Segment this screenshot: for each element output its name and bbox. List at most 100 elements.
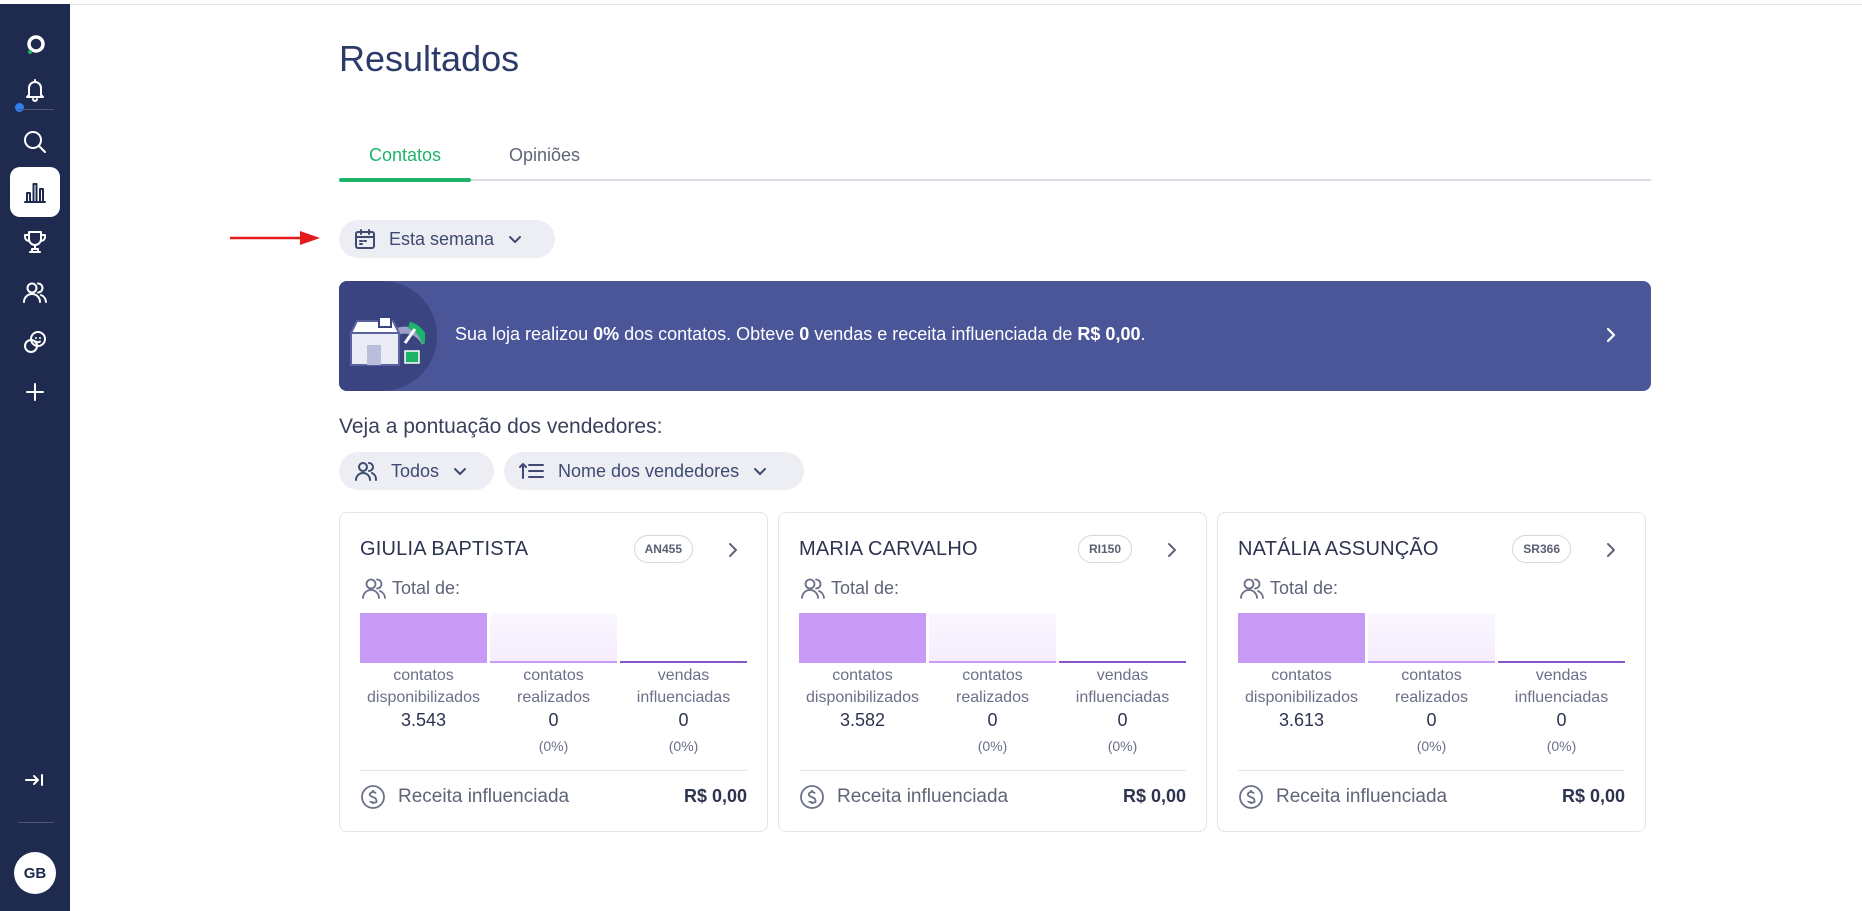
revenue-label: Receita influenciada: [1238, 784, 1447, 810]
seller-name: MARIA CARVALHO: [799, 538, 978, 560]
group-filter-label: Todos: [391, 460, 440, 481]
chevron-right-icon[interactable]: [1601, 324, 1621, 346]
plus-icon[interactable]: [10, 367, 60, 417]
metric-label: contatos realizados: [956, 667, 1029, 706]
seller-code-badge: SR366: [1512, 535, 1571, 563]
users-icon: [355, 462, 377, 481]
metric-value: 3.543: [400, 710, 447, 730]
users-icon: [801, 578, 825, 599]
search-icon[interactable]: [10, 117, 60, 167]
trophy-icon[interactable]: [10, 217, 60, 267]
period-filter[interactable]: Esta semana: [339, 220, 555, 258]
metric-value: 0: [548, 710, 559, 730]
metric-value: 0: [1556, 710, 1567, 730]
revenue-label: Receita influenciada: [799, 784, 1008, 810]
metric-label: contatos disponibilizados: [367, 667, 480, 706]
revenue-value: R$ 0,00: [683, 786, 747, 806]
page-title: Resultados: [339, 38, 520, 79]
metric-bar: [1059, 661, 1186, 663]
total-label: Total de:: [799, 576, 899, 600]
metric-percent: (0%): [977, 738, 1008, 754]
seller-code-badge: AN455: [633, 535, 693, 563]
metric-label: vendas influenciadas: [1075, 667, 1170, 706]
metric-percent: (0%): [1416, 738, 1447, 754]
period-filter-label: Esta semana: [389, 228, 495, 249]
tab-contatos[interactable]: Contatos: [339, 145, 472, 182]
logo-icon[interactable]: [10, 20, 60, 70]
seller-card[interactable]: GIULIA BAPTISTA AN455 Total de: contatos…: [339, 512, 768, 832]
metric-value: 0: [1117, 710, 1128, 730]
metric-bar: [1368, 613, 1495, 663]
revenue-label-text: Receita influenciada: [398, 786, 570, 807]
notification-dot: [15, 103, 24, 112]
summary-banner[interactable]: Sua loja realizou 0% dos contatos. Obtev…: [339, 281, 1651, 391]
total-label-text: Total de:: [392, 577, 461, 598]
tab-bar: Contatos Opiniões: [339, 135, 1651, 182]
sort-filter-label: Nome dos vendedores: [558, 460, 740, 481]
metric-value: 0: [1426, 710, 1437, 730]
sidebar-divider: [18, 109, 54, 110]
dollar-icon: [1239, 785, 1263, 809]
metric-percent: (0%): [1107, 738, 1138, 754]
total-label: Total de:: [360, 576, 460, 600]
revenue-value: R$ 0,00: [1122, 786, 1186, 806]
chevron-right-icon[interactable]: [1164, 541, 1180, 559]
revenue-label: Receita influenciada: [360, 784, 569, 810]
avatar[interactable]: GB: [14, 852, 56, 894]
chevron-right-icon[interactable]: [1603, 541, 1619, 559]
metric-value: 0: [678, 710, 689, 730]
chart-icon[interactable]: [10, 167, 60, 217]
chevron-right-icon[interactable]: [725, 541, 741, 559]
users-icon: [362, 578, 386, 599]
store-gauge-icon: [349, 316, 425, 366]
card-divider: [360, 770, 747, 771]
total-label: Total de:: [1238, 576, 1338, 600]
metric-percent: (0%): [668, 738, 699, 754]
total-label-text: Total de:: [831, 577, 900, 598]
metric-bar: [360, 613, 487, 663]
calendar-icon: [355, 229, 375, 249]
seller-card[interactable]: MARIA CARVALHO RI150 Total de: contatos d…: [778, 512, 1207, 832]
sort-icon: [519, 463, 544, 479]
group-filter[interactable]: Todos: [339, 452, 494, 490]
seller-name: GIULIA BAPTISTA: [360, 538, 529, 560]
banner-text: Sua loja realizou 0% dos contatos. Obtev…: [455, 324, 1146, 344]
metric-bar: [490, 613, 617, 663]
metric-bar: [799, 613, 926, 663]
metric-value: 0: [987, 710, 998, 730]
revenue-label-text: Receita influenciada: [837, 786, 1009, 807]
sidebar: GB: [0, 4, 70, 911]
chevron-down-icon: [754, 468, 767, 475]
seller-card[interactable]: NATÁLIA ASSUNÇÃO SR366 Total de: contato…: [1217, 512, 1646, 832]
metric-label: contatos realizados: [517, 667, 590, 706]
bell-icon[interactable]: [10, 65, 60, 115]
metric-bar: [1238, 613, 1365, 663]
metric-label: vendas influenciadas: [1514, 667, 1609, 706]
dollar-icon: [800, 785, 824, 809]
metric-value: 3.582: [839, 710, 886, 730]
collapse-icon[interactable]: [10, 755, 60, 805]
metric-label: contatos disponibilizados: [806, 667, 919, 706]
chat-icon[interactable]: [10, 317, 60, 367]
sidebar-divider: [18, 822, 54, 823]
seller-code-badge: RI150: [1077, 535, 1132, 563]
metric-percent: (0%): [538, 738, 569, 754]
annotation-arrow-icon: [230, 231, 320, 245]
sort-filter[interactable]: Nome dos vendedores: [504, 452, 804, 490]
metric-bar: [1498, 661, 1625, 663]
metric-label: contatos disponibilizados: [1245, 667, 1358, 706]
tab-opinioes[interactable]: Opiniões: [509, 145, 581, 165]
metric-bar: [620, 661, 747, 663]
card-divider: [1238, 770, 1625, 771]
metric-label: vendas influenciadas: [636, 667, 731, 706]
metric-label: contatos realizados: [1395, 667, 1468, 706]
top-border: [70, 4, 1862, 5]
revenue-value: R$ 0,00: [1561, 786, 1625, 806]
revenue-label-text: Receita influenciada: [1276, 786, 1448, 807]
chevron-down-icon: [509, 236, 522, 243]
metric-percent: (0%): [1546, 738, 1577, 754]
dollar-icon: [361, 785, 385, 809]
total-label-text: Total de:: [1270, 577, 1339, 598]
users-icon[interactable]: [10, 267, 60, 317]
seller-name: NATÁLIA ASSUNÇÃO: [1238, 538, 1439, 560]
